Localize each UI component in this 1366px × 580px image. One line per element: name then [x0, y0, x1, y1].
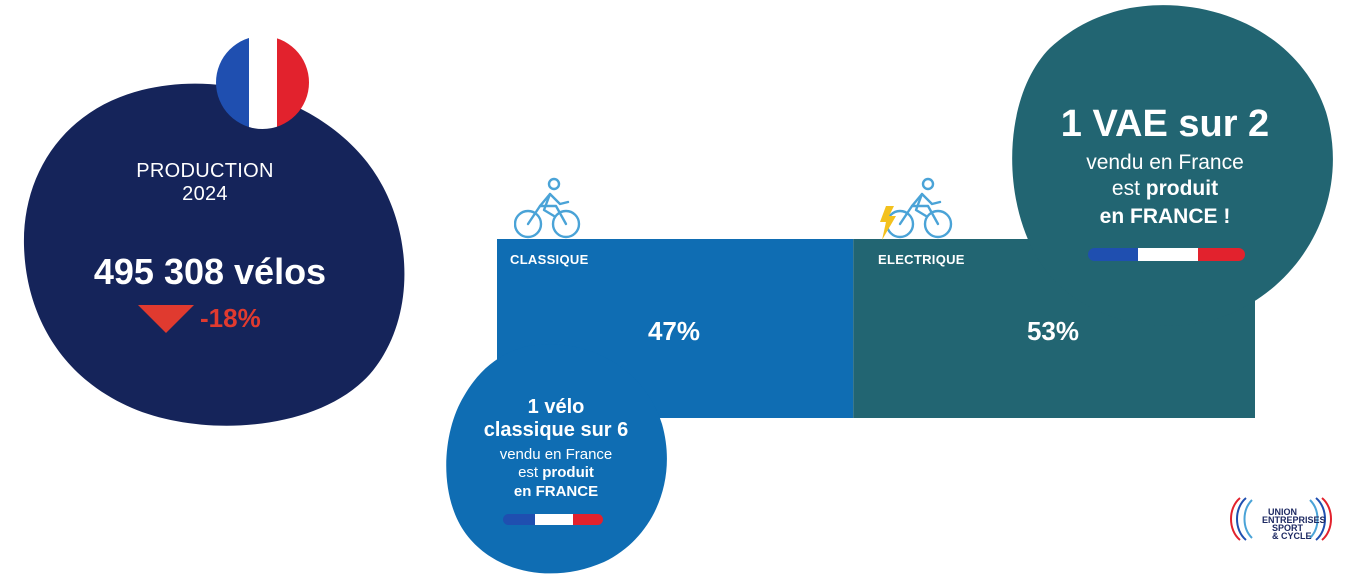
production-title: PRODUCTION 2024: [100, 160, 310, 206]
down-triangle-icon: [138, 305, 194, 333]
classique-line1: vendu en France: [499, 446, 613, 463]
classique-line2-bold: produit: [542, 464, 594, 481]
production-title-line1: PRODUCTION: [136, 160, 274, 182]
classique-line3: en FRANCE: [513, 483, 599, 500]
electric-bicycle-icon: [880, 177, 953, 240]
logo-text-line2: ENTREPRISES: [1262, 515, 1326, 525]
logo-text-line1: UNION: [1268, 507, 1297, 517]
classique-headline: 1 vélo classique sur 6: [456, 396, 656, 442]
bar-value-electrique: 53%: [1026, 316, 1080, 346]
french-flag-bar-icon: [503, 514, 603, 525]
bar-label-electrique: ELECTRIQUE: [878, 252, 965, 267]
union-sport-cycle-logo: [1230, 497, 1332, 541]
vae-headline: 1 VAE sur 2: [1060, 103, 1270, 145]
logo-text-line3: SPORT: [1272, 523, 1304, 533]
classique-line2-prefix: est: [518, 464, 543, 481]
production-title-line2: 2024: [182, 183, 228, 205]
classique-headline-line2: classique sur 6: [483, 419, 629, 441]
bar-label-classique: CLASSIQUE: [510, 252, 589, 267]
lightning-bolt-icon: [880, 206, 896, 240]
production-delta: -18%: [200, 303, 261, 333]
vae-line2-prefix: est: [1111, 177, 1146, 200]
french-flag-icon: [216, 36, 309, 129]
classique-callout-blob: [446, 344, 667, 574]
logo-text-line4: & CYCLE: [1272, 531, 1312, 541]
vae-line3: en FRANCE !: [1099, 205, 1231, 228]
bicycle-icon: [514, 177, 581, 239]
classique-line2: est produit: [456, 464, 656, 482]
production-count: 495 308 vélos: [93, 251, 327, 292]
vae-callout-blob: [1012, 5, 1333, 326]
production-blob: [23, 83, 405, 426]
vae-line2-bold: produit: [1145, 177, 1219, 200]
vae-line1: vendu en France: [1086, 151, 1244, 174]
bar-value-classique: 47%: [647, 316, 701, 346]
vae-line2: est produit: [1030, 176, 1300, 202]
french-flag-bar-icon: [1088, 248, 1245, 261]
classique-headline-line1: 1 vélo: [527, 396, 585, 418]
